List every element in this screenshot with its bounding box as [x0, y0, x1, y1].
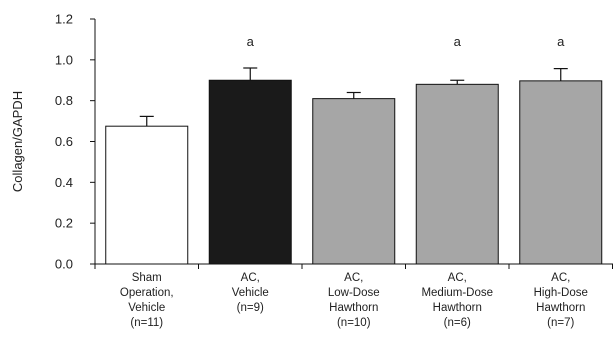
x-category-label: AC,: [344, 272, 363, 284]
y-tick-label: 1.2: [55, 12, 73, 27]
x-category-label: (n=7): [547, 317, 574, 329]
y-axis: 0.0 0.2 0.4 0.6 0.8 1.0 1.2: [55, 12, 96, 272]
bar-1: [105, 125, 189, 265]
x-category-label: (n=6): [444, 317, 471, 329]
x-category-label: Vehicle: [128, 302, 165, 314]
y-axis-title: Collagen/GAPDH: [10, 91, 25, 192]
x-category-label: Low-Dose: [328, 287, 380, 299]
y-tick-label: 0.0: [55, 257, 73, 272]
y-tick-label: 0.2: [55, 216, 73, 231]
x-category-label: Vehicle: [232, 287, 269, 299]
x-category-label: (n=11): [130, 317, 163, 329]
bar-5: [519, 80, 603, 265]
y-tick-label: 0.4: [55, 175, 73, 190]
x-category-label: AC,: [241, 272, 260, 284]
significance-label: a: [557, 34, 565, 49]
x-category-label: AC,: [448, 272, 467, 284]
x-category-label: High-Dose: [534, 287, 588, 299]
significance-label: a: [454, 34, 462, 49]
x-category-label: Hawthorn: [433, 302, 482, 314]
x-category-label: Operation,: [120, 287, 174, 299]
y-tick-label: 0.6: [55, 134, 73, 149]
y-tick-label: 0.8: [55, 93, 73, 108]
significance-label: a: [247, 34, 255, 49]
bar-3: [312, 98, 396, 265]
x-category-label: (n=10): [337, 317, 371, 329]
y-tick-label: 1.0: [55, 52, 73, 67]
x-category-label: Medium-Dose: [421, 287, 493, 299]
x-category-label: Hawthorn: [329, 302, 378, 314]
x-category-label: Sham: [132, 272, 162, 284]
bar-4: [415, 83, 499, 265]
x-category-label: AC,: [551, 272, 570, 284]
x-axis: Sham Operation, Vehicle (n=11) AC, Vehicle (n=…: [94, 263, 613, 329]
x-category-label: (n=9): [237, 302, 264, 314]
x-category-label: Hawthorn: [536, 302, 585, 314]
bar-2: [208, 79, 292, 265]
